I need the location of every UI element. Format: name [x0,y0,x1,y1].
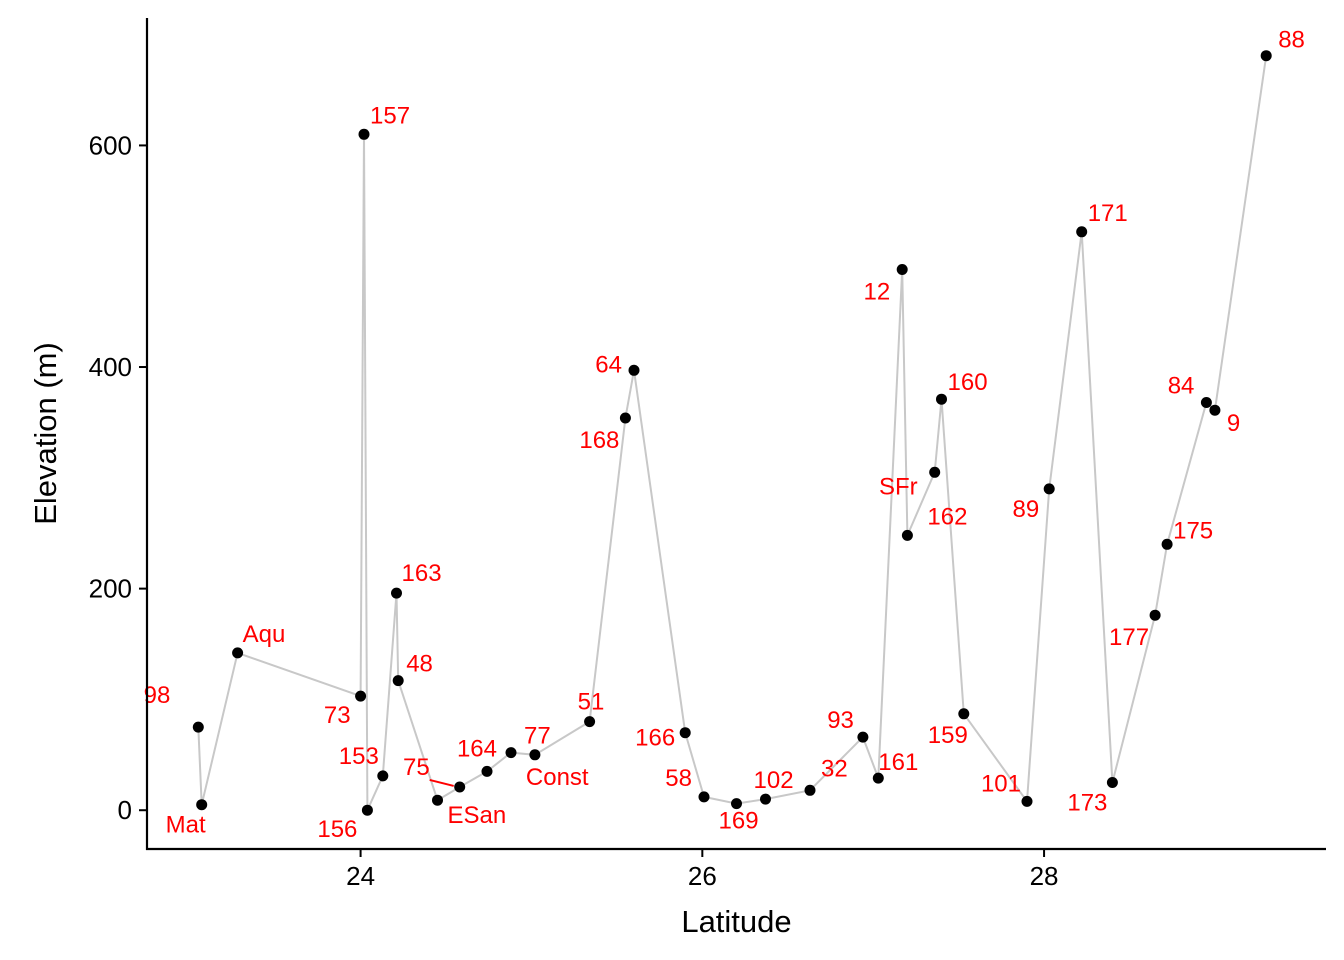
data-point [454,781,466,793]
point-label: ESan [448,802,507,829]
point-label: 177 [1109,624,1149,651]
point-label: 88 [1278,27,1305,54]
point-label: 160 [948,369,988,396]
point-label: 156 [317,816,357,843]
point-label: 153 [339,743,379,770]
data-point [232,647,244,659]
point-label: 9 [1227,410,1240,437]
data-point [529,749,541,761]
point-label: 175 [1173,517,1213,544]
data-point [1021,795,1033,807]
connector-line-layer [197,55,1268,811]
y-tick-label: 200 [89,574,132,604]
data-point [1209,404,1221,416]
point-label: 163 [402,560,442,587]
x-tick-label: 26 [688,861,717,891]
point-label: 166 [635,725,675,752]
point-label: 84 [1168,373,1195,400]
elevation-line [197,55,1268,811]
point-label: 102 [754,767,794,794]
point-label: 162 [927,503,967,530]
y-axis-title: Elevation (m) [28,342,63,525]
data-point [679,727,691,739]
point-label: 77 [524,723,551,750]
x-tick-label: 24 [346,861,375,891]
point-layer [192,50,1272,816]
point-label: 51 [578,689,605,716]
data-point [505,747,517,759]
data-point [377,770,389,782]
point-label: 157 [370,102,410,129]
y-tick-label: 0 [118,795,132,825]
data-point [481,765,493,777]
data-point [192,721,204,733]
data-point [1260,50,1272,62]
data-point [731,798,742,810]
point-label: 161 [878,749,918,776]
data-point [804,784,816,796]
point-label: Aqu [243,621,286,648]
point-label: 159 [928,722,968,749]
point-label: 169 [719,808,759,835]
y-axis-ticks: 0 200 400 600 [89,130,147,825]
data-point [392,675,404,687]
label-leader-line [429,778,454,787]
point-label: 58 [665,765,692,792]
point-label: SFr [879,473,918,500]
data-point [1200,397,1212,408]
data-point [1149,609,1161,621]
point-label: 101 [981,770,1021,797]
point-label: 32 [821,755,848,782]
data-point [361,804,373,816]
point-label: Mat [166,812,206,839]
x-tick-label: 28 [1030,861,1059,891]
data-point [358,128,370,140]
point-label: 75 [403,754,430,781]
point-label: 12 [863,279,890,306]
data-point [196,799,208,811]
data-point [1076,226,1088,238]
data-point [698,791,710,803]
data-point [355,690,367,702]
point-label: 93 [827,707,854,734]
data-point [896,264,908,275]
data-point [628,364,640,376]
point-label: 73 [324,702,351,729]
data-point [958,708,970,720]
data-point [901,529,913,541]
point-label: 89 [1012,496,1039,523]
point-label: 164 [457,735,497,762]
data-point [619,412,631,424]
data-point [1106,777,1118,788]
point-label: 173 [1067,790,1107,817]
data-point [391,587,402,599]
data-point [1161,538,1173,550]
data-point [1043,483,1055,495]
point-label: Const [526,764,589,791]
point-label: 48 [406,651,433,678]
data-point [872,772,884,784]
x-axis-ticks: 24 26 28 [346,849,1059,891]
point-label: 64 [595,351,622,378]
data-point [857,731,869,743]
point-label: 168 [579,427,619,454]
point-label: 171 [1088,200,1128,227]
data-point [584,716,596,728]
leader-line-layer [429,778,454,787]
data-point [432,794,443,806]
y-tick-label: 400 [89,352,132,382]
data-point [760,793,771,805]
y-tick-label: 600 [89,130,132,160]
x-axis-title: Latitude [681,904,791,939]
data-point [929,466,941,478]
data-point [936,393,947,405]
